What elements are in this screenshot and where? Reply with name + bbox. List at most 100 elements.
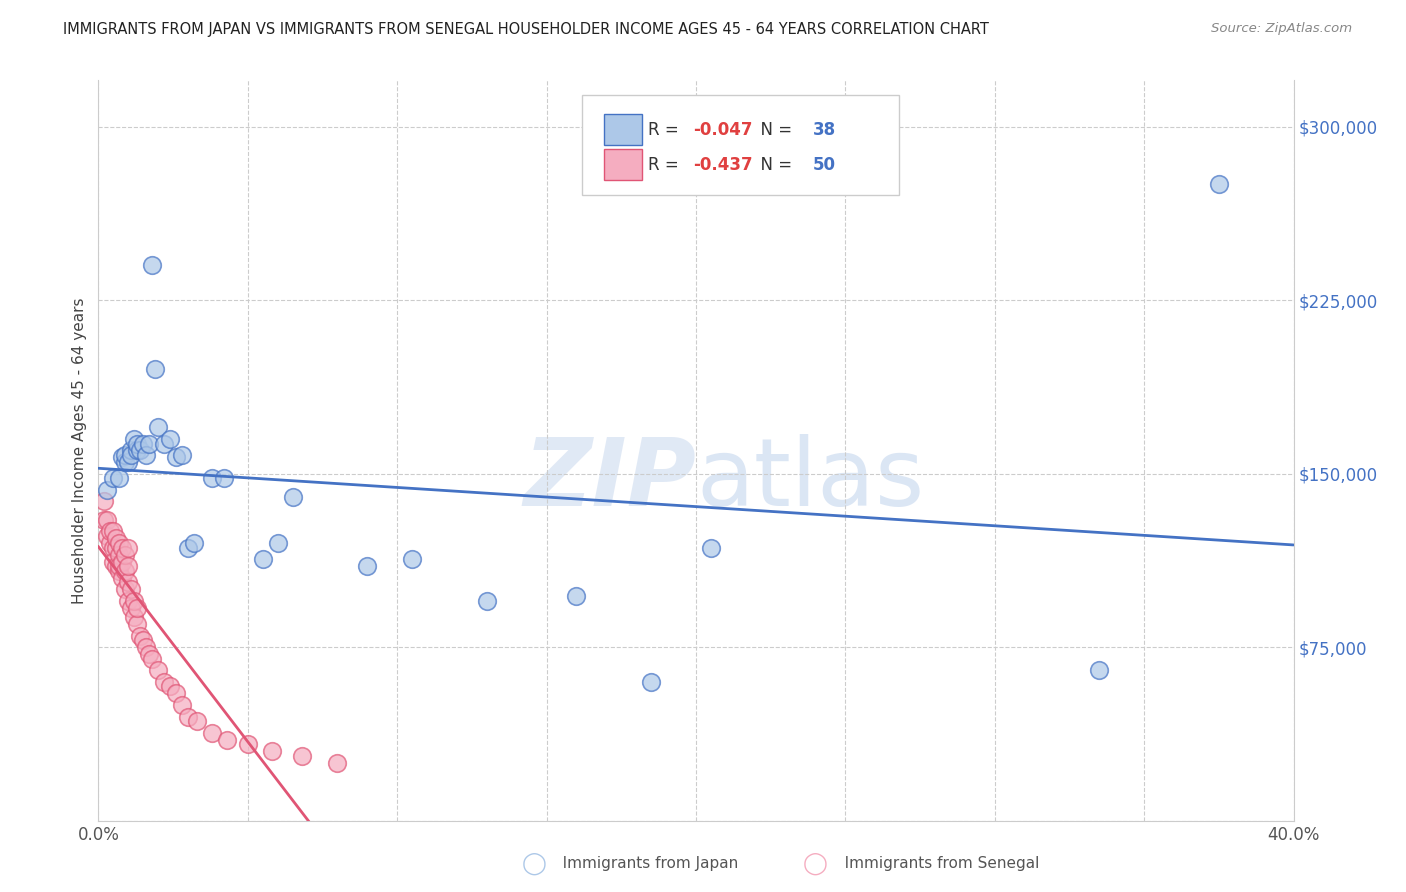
Point — [105, 532, 128, 546]
Point — [108, 559, 131, 574]
Point — [153, 436, 176, 450]
FancyBboxPatch shape — [582, 95, 900, 195]
Point — [124, 610, 146, 624]
Point — [120, 443, 142, 458]
Point — [127, 617, 149, 632]
Point — [177, 541, 200, 555]
FancyBboxPatch shape — [605, 149, 643, 180]
Text: 50: 50 — [813, 156, 837, 175]
Point — [159, 680, 181, 694]
Point — [132, 436, 155, 450]
Point — [138, 647, 160, 661]
Text: N =: N = — [749, 156, 797, 175]
Point — [565, 589, 588, 603]
Point — [108, 548, 131, 562]
Point — [165, 686, 187, 700]
Point — [98, 536, 122, 550]
Point — [117, 559, 139, 574]
FancyBboxPatch shape — [605, 113, 643, 145]
Point — [124, 432, 146, 446]
Point — [114, 564, 136, 578]
Point — [120, 582, 142, 597]
Point — [1088, 663, 1111, 677]
Point — [141, 651, 163, 665]
Point — [96, 529, 118, 543]
Point — [281, 490, 304, 504]
Point — [148, 663, 170, 677]
Point — [111, 450, 134, 465]
Point — [267, 536, 290, 550]
Point — [215, 732, 238, 747]
Text: Immigrants from Senegal: Immigrants from Senegal — [830, 856, 1039, 871]
Point — [127, 443, 149, 458]
Text: -0.437: -0.437 — [693, 156, 754, 175]
Text: Immigrants from Japan: Immigrants from Japan — [548, 856, 738, 871]
Point — [103, 541, 125, 555]
Point — [120, 448, 142, 462]
Point — [183, 536, 205, 550]
Text: ◯: ◯ — [803, 852, 828, 875]
Text: ZIP: ZIP — [523, 434, 696, 526]
Point — [153, 674, 176, 689]
Point — [127, 436, 149, 450]
Point — [108, 536, 131, 550]
Text: N =: N = — [749, 121, 797, 139]
Point — [124, 594, 146, 608]
Point — [1208, 178, 1230, 192]
Point — [117, 455, 139, 469]
Point — [96, 483, 118, 497]
Point — [105, 559, 128, 574]
Point — [96, 513, 118, 527]
Point — [111, 571, 134, 585]
Text: IMMIGRANTS FROM JAPAN VS IMMIGRANTS FROM SENEGAL HOUSEHOLDER INCOME AGES 45 - 64: IMMIGRANTS FROM JAPAN VS IMMIGRANTS FROM… — [63, 22, 990, 37]
Text: R =: R = — [648, 121, 685, 139]
Text: R =: R = — [648, 156, 685, 175]
Point — [260, 744, 283, 758]
Point — [700, 541, 723, 555]
Point — [177, 709, 200, 723]
Point — [201, 471, 224, 485]
Point — [129, 628, 152, 642]
Point — [117, 541, 139, 555]
Text: -0.047: -0.047 — [693, 121, 754, 139]
Point — [114, 455, 136, 469]
Point — [135, 448, 157, 462]
Point — [640, 674, 662, 689]
Point — [165, 450, 187, 465]
Y-axis label: Householder Income Ages 45 - 64 years: Householder Income Ages 45 - 64 years — [72, 297, 87, 604]
Point — [105, 541, 128, 555]
Point — [93, 513, 115, 527]
Point — [127, 600, 149, 615]
Point — [120, 600, 142, 615]
Point — [212, 471, 235, 485]
Point — [291, 748, 314, 763]
Point — [148, 420, 170, 434]
Point — [111, 541, 134, 555]
Point — [326, 756, 349, 770]
Text: 38: 38 — [813, 121, 837, 139]
Point — [108, 471, 131, 485]
Text: atlas: atlas — [696, 434, 924, 526]
Point — [236, 737, 259, 751]
Point — [141, 259, 163, 273]
Point — [138, 436, 160, 450]
Point — [108, 564, 131, 578]
Point — [135, 640, 157, 654]
Point — [129, 443, 152, 458]
Point — [401, 552, 423, 566]
Point — [172, 698, 194, 712]
Point — [111, 554, 134, 569]
Point — [172, 448, 194, 462]
Text: ◯: ◯ — [522, 852, 547, 875]
Point — [252, 552, 274, 566]
Point — [117, 594, 139, 608]
Point — [475, 594, 498, 608]
Point — [103, 554, 125, 569]
Point — [132, 633, 155, 648]
Point — [103, 471, 125, 485]
Point — [114, 548, 136, 562]
Point — [114, 448, 136, 462]
Point — [186, 714, 208, 728]
Point — [93, 494, 115, 508]
Text: Source: ZipAtlas.com: Source: ZipAtlas.com — [1212, 22, 1353, 36]
